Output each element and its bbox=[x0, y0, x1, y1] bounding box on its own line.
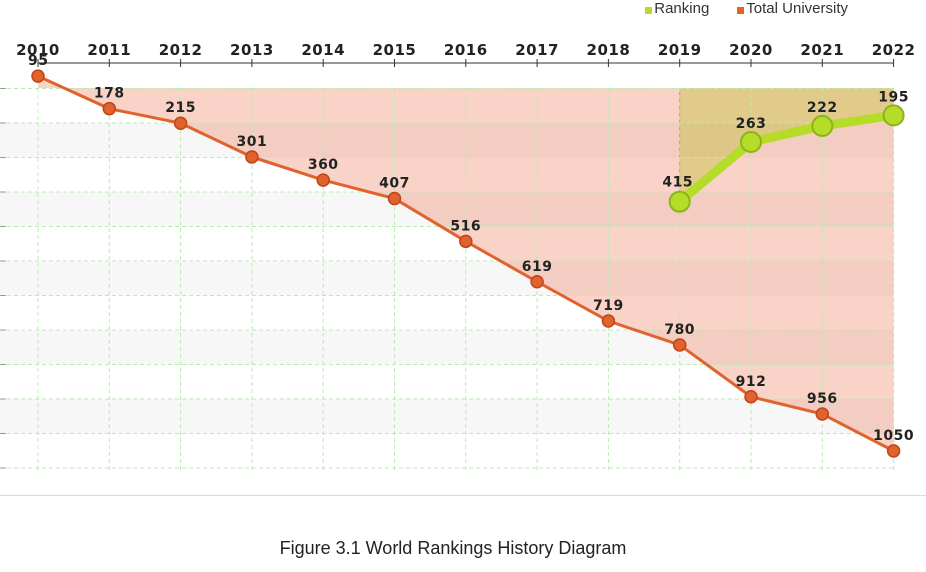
data-label-ranking: 222 bbox=[807, 100, 838, 116]
data-point-total-university bbox=[173, 116, 188, 130]
data-point-total-university bbox=[672, 338, 687, 352]
data-point-total-university bbox=[31, 69, 45, 83]
chart-baseline bbox=[0, 495, 926, 496]
data-label-total-university: 407 bbox=[379, 176, 410, 192]
data-point-total-university bbox=[530, 275, 544, 289]
data-label-ranking: 195 bbox=[878, 89, 909, 105]
legend-label-total-university: Total University bbox=[746, 0, 848, 17]
data-point-total-university bbox=[245, 150, 259, 164]
x-tick-label: 2019 bbox=[658, 41, 702, 59]
data-point-total-university bbox=[601, 314, 616, 328]
legend-label-ranking: Ranking bbox=[654, 0, 710, 17]
data-label-total-university: 178 bbox=[94, 86, 125, 102]
data-point-total-university bbox=[102, 101, 117, 116]
data-label-total-university: 1050 bbox=[873, 428, 914, 444]
x-tick-label: 2013 bbox=[230, 41, 274, 59]
x-tick-label: 2016 bbox=[444, 41, 488, 59]
data-point-total-university bbox=[815, 407, 830, 421]
grid-band bbox=[0, 192, 894, 227]
data-point-total-university bbox=[744, 390, 758, 404]
grid-band bbox=[0, 330, 894, 365]
legend-item-total-university[interactable]: Total University bbox=[737, 0, 848, 17]
x-tick-label: 2011 bbox=[87, 41, 131, 59]
series-line-ranking bbox=[676, 110, 895, 206]
x-tick-label: 2020 bbox=[729, 41, 773, 59]
data-point-ranking bbox=[811, 114, 834, 137]
legend-item-ranking[interactable]: Ranking bbox=[645, 0, 709, 17]
data-label-total-university: 301 bbox=[237, 134, 268, 150]
area-ranking bbox=[679, 88, 894, 202]
data-point-ranking bbox=[740, 131, 762, 154]
x-tick-label: 2018 bbox=[587, 41, 631, 59]
data-label-ranking: 415 bbox=[662, 175, 693, 191]
x-tick-label: 2010 bbox=[16, 41, 60, 59]
x-tick-label: 2012 bbox=[159, 41, 203, 59]
data-point-ranking bbox=[668, 190, 691, 213]
data-point-total-university bbox=[886, 444, 901, 458]
data-label-total-university: 956 bbox=[807, 391, 838, 407]
x-tick-label: 2017 bbox=[515, 41, 559, 59]
data-point-total-university bbox=[387, 191, 402, 206]
x-tick-label: 2021 bbox=[800, 41, 844, 59]
data-label-total-university: 360 bbox=[308, 157, 339, 173]
data-label-total-university: 619 bbox=[522, 259, 553, 275]
data-point-total-university bbox=[459, 234, 473, 249]
figure-caption: Figure 3.1 World Rankings History Diagra… bbox=[279, 538, 627, 558]
data-label-total-university: 215 bbox=[165, 100, 196, 116]
line-chart: 2010 2011 2012 2013 2014 2015 2016 2017 2018 2019… bbox=[0, 41, 916, 470]
legend-swatch-ranking bbox=[645, 7, 653, 14]
data-label-total-university: 780 bbox=[664, 322, 695, 338]
x-tick-label: 2015 bbox=[373, 41, 417, 59]
legend-swatch-total-university bbox=[737, 7, 745, 14]
x-tick-label: 2022 bbox=[872, 41, 916, 59]
data-label-ranking: 263 bbox=[736, 116, 767, 132]
legend: Ranking Total University bbox=[645, 0, 848, 17]
data-label-total-university: 912 bbox=[736, 374, 767, 390]
data-point-total-university bbox=[316, 173, 330, 187]
data-label-total-university: 95 bbox=[28, 53, 48, 69]
data-label-total-university: 719 bbox=[593, 298, 624, 314]
grid-band bbox=[0, 399, 894, 434]
data-label-total-university: 516 bbox=[450, 218, 481, 234]
data-point-ranking bbox=[882, 104, 905, 127]
grid-band bbox=[0, 261, 894, 296]
x-tick-label: 2014 bbox=[301, 41, 345, 59]
